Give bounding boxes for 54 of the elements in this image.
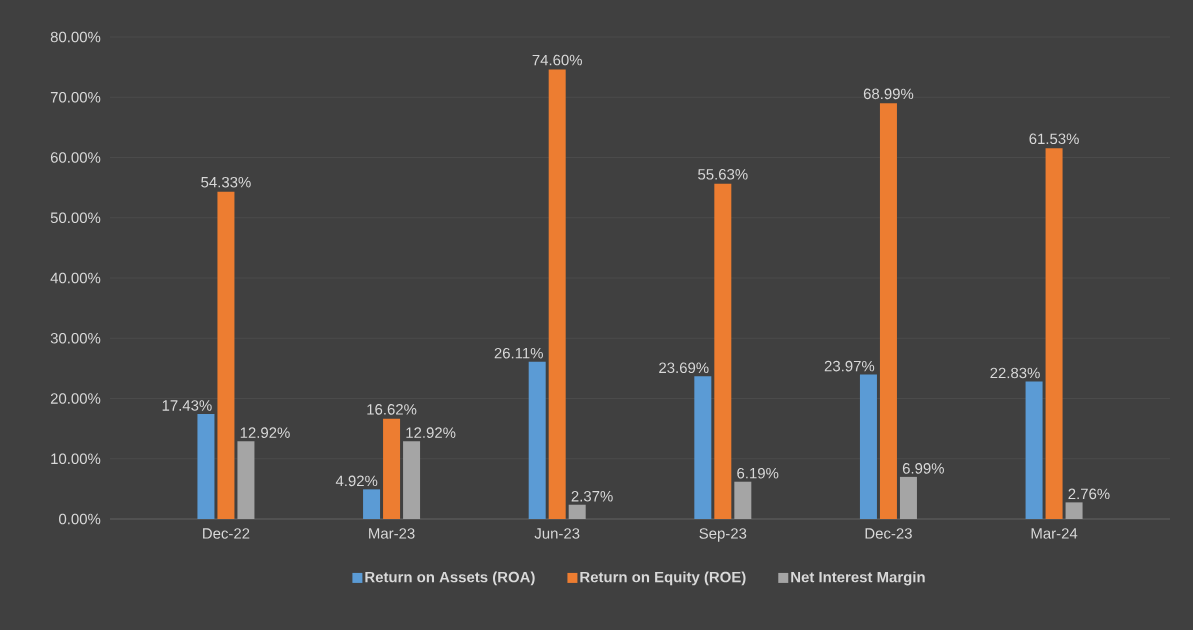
y-tick-label: 70.00% [50, 91, 101, 103]
x-tick-label: Jun-23 [534, 528, 580, 539]
y-tick-label: 40.00% [50, 272, 101, 284]
data-label: 61.53% [1029, 133, 1079, 145]
data-label: 2.76% [1068, 488, 1110, 500]
bar [714, 183, 732, 519]
bar [528, 361, 546, 519]
y-tick-label: 60.00% [50, 152, 101, 163]
bar [383, 418, 401, 519]
bar [1065, 502, 1083, 519]
bar [734, 481, 752, 519]
data-label: 12.92% [240, 427, 290, 438]
data-label: 26.11% [494, 347, 543, 359]
bar [568, 504, 586, 519]
x-tick-label: Mar-24 [1031, 528, 1078, 539]
x-tick-label: Dec-23 [865, 528, 912, 539]
bar [363, 489, 381, 519]
x-tick-label: Sep-23 [699, 528, 747, 542]
data-label: 2.37% [571, 490, 613, 502]
data-label: 12.92% [406, 427, 456, 438]
x-tick-label: Mar-23 [369, 528, 415, 539]
bar [1045, 148, 1063, 519]
data-label: 17.43% [162, 400, 212, 411]
data-label: 74.60% [532, 54, 582, 66]
data-label: 4.92% [335, 475, 378, 487]
bar [217, 191, 235, 519]
y-tick-label: 80.00% [50, 31, 101, 43]
bar [859, 374, 877, 519]
y-tick-label: 50.00% [50, 212, 101, 224]
y-tick-label: 0.00% [59, 513, 101, 525]
bar [403, 441, 421, 519]
bar [879, 103, 897, 519]
data-label: 16.62% [367, 404, 417, 415]
y-tick-label: 10.00% [51, 453, 101, 465]
x-tick-label: Dec-22 [203, 528, 250, 539]
legend-label: Net Interest Margin [791, 571, 925, 586]
data-label: 6.19% [737, 467, 779, 479]
data-label: 23.69% [659, 362, 709, 374]
legend-label: Return on Equity (ROE) [580, 571, 746, 586]
data-label: 23.97% [824, 360, 875, 372]
data-label: 6.99% [902, 463, 944, 474]
legend-label: Return on Assets (ROA) [365, 571, 535, 586]
bar [899, 476, 917, 519]
bar [694, 376, 712, 519]
data-label: 55.63% [698, 169, 748, 180]
data-label: 54.33% [201, 176, 251, 188]
data-label: 68.99% [863, 88, 914, 100]
y-tick-label: 30.00% [50, 332, 101, 344]
bar [197, 413, 215, 519]
bar [237, 441, 255, 519]
bar [548, 69, 566, 519]
bar [1025, 381, 1043, 519]
y-tick-label: 20.00% [50, 393, 101, 404]
data-label: 22.83% [990, 367, 1040, 379]
